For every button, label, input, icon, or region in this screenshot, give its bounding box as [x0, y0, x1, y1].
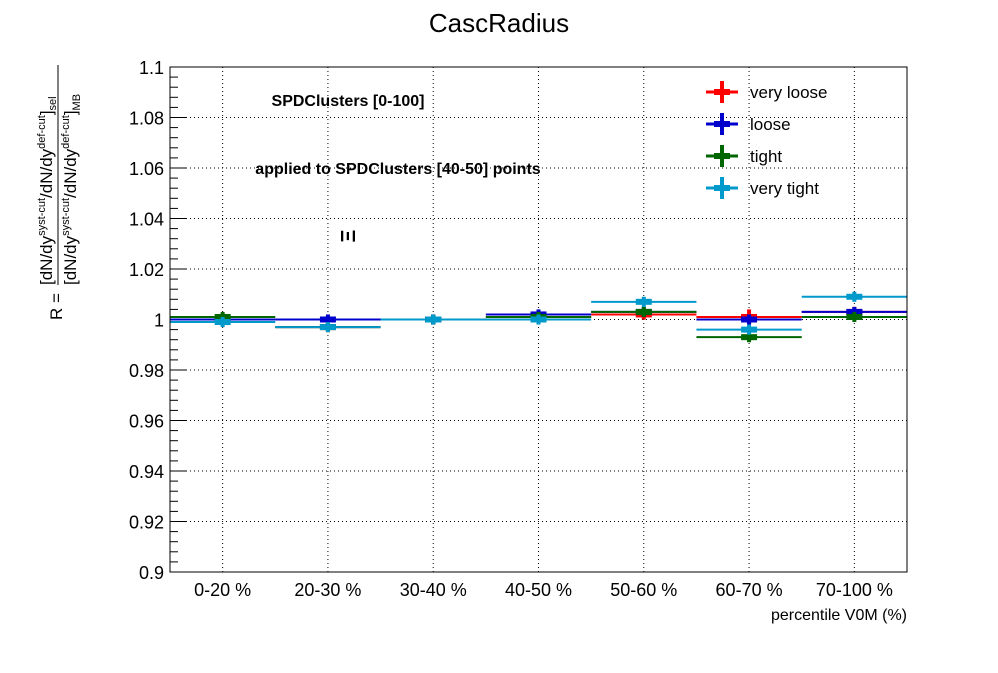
data-point [530, 316, 547, 323]
legend-marker-point [714, 89, 730, 95]
data-point [635, 308, 652, 315]
legend-entry-very-loose: very loose [706, 81, 827, 103]
data-point [741, 316, 758, 323]
data-point [741, 326, 758, 333]
y-axis-label: R = [dN/dysyst-cut/dN/dydef-cut]sel [dN/… [36, 65, 83, 320]
data-point [846, 313, 863, 320]
y-tick-label: 1.06 [129, 159, 164, 179]
x-tick-label: 50-60 % [610, 580, 677, 600]
y-tick-label: 1.04 [129, 210, 164, 230]
legend-marker-point [714, 121, 730, 127]
legend: very loose loose tight very tight [706, 81, 827, 199]
legend-entry-loose: loose [706, 113, 791, 135]
x-tick-label: 70-100 % [816, 580, 893, 600]
legend-label: tight [750, 147, 782, 166]
x-tick-label: 0-20 % [194, 580, 251, 600]
y-axis-label-numerator: [dN/dysyst-cut/dN/dydef-cut]sel [36, 96, 59, 285]
y-tick-label: 1 [154, 311, 164, 331]
plot-frame [169, 66, 908, 573]
data-point [425, 316, 442, 323]
legend-entry-tight: tight [706, 145, 782, 167]
y-tick-label: 1.02 [129, 260, 164, 280]
y-axis-label-denominator: [dN/dysyst-cut/dN/dydef-cut]MB [60, 94, 83, 285]
x-axis-ticks: 0-20 % 20-30 % 30-40 % 40-50 % 50-60 % 60-70 … [194, 580, 893, 600]
x-axis-label: percentile V0M (%) [771, 607, 907, 624]
x-tick-label: 30-40 % [400, 580, 467, 600]
legend-marker-point [714, 153, 730, 159]
data-point [635, 298, 652, 305]
legend-marker-point [714, 185, 730, 191]
data-point [319, 324, 336, 331]
annotation-particle: Ξ [338, 229, 360, 242]
data-point [741, 334, 758, 341]
y-tick-label: 0.92 [129, 513, 164, 533]
data-point [846, 293, 863, 300]
y-tick-label: 1.1 [139, 58, 164, 78]
legend-label: loose [750, 115, 791, 134]
y-tick-label: 0.9 [139, 563, 164, 583]
x-tick-label: 20-30 % [294, 580, 361, 600]
chart-title: CascRadius [429, 8, 569, 38]
y-tick-label: 0.98 [129, 361, 164, 381]
y-tick-label: 0.96 [129, 412, 164, 432]
annotation-applied-to: applied to SPDClusters [40-50] points [255, 161, 540, 178]
y-axis-label-prefix: R = [47, 293, 66, 320]
legend-label: very loose [750, 83, 827, 102]
y-tick-label: 0.94 [129, 462, 164, 482]
y-axis-ticks: 0.9 0.92 0.94 0.96 0.98 1 1.02 1.04 1.06 1.08 1.1 [129, 58, 186, 583]
series-layer [170, 291, 907, 343]
data-point [319, 316, 336, 323]
legend-label: very tight [750, 179, 819, 198]
y-tick-label: 1.08 [129, 109, 164, 129]
x-tick-label: 40-50 % [505, 580, 572, 600]
data-point [214, 319, 231, 326]
series-very-tight [170, 291, 907, 335]
annotation-spdclusters-range: SPDClusters [0-100] [272, 93, 425, 110]
x-tick-label: 60-70 % [716, 580, 783, 600]
legend-entry-very-tight: very tight [706, 177, 819, 199]
